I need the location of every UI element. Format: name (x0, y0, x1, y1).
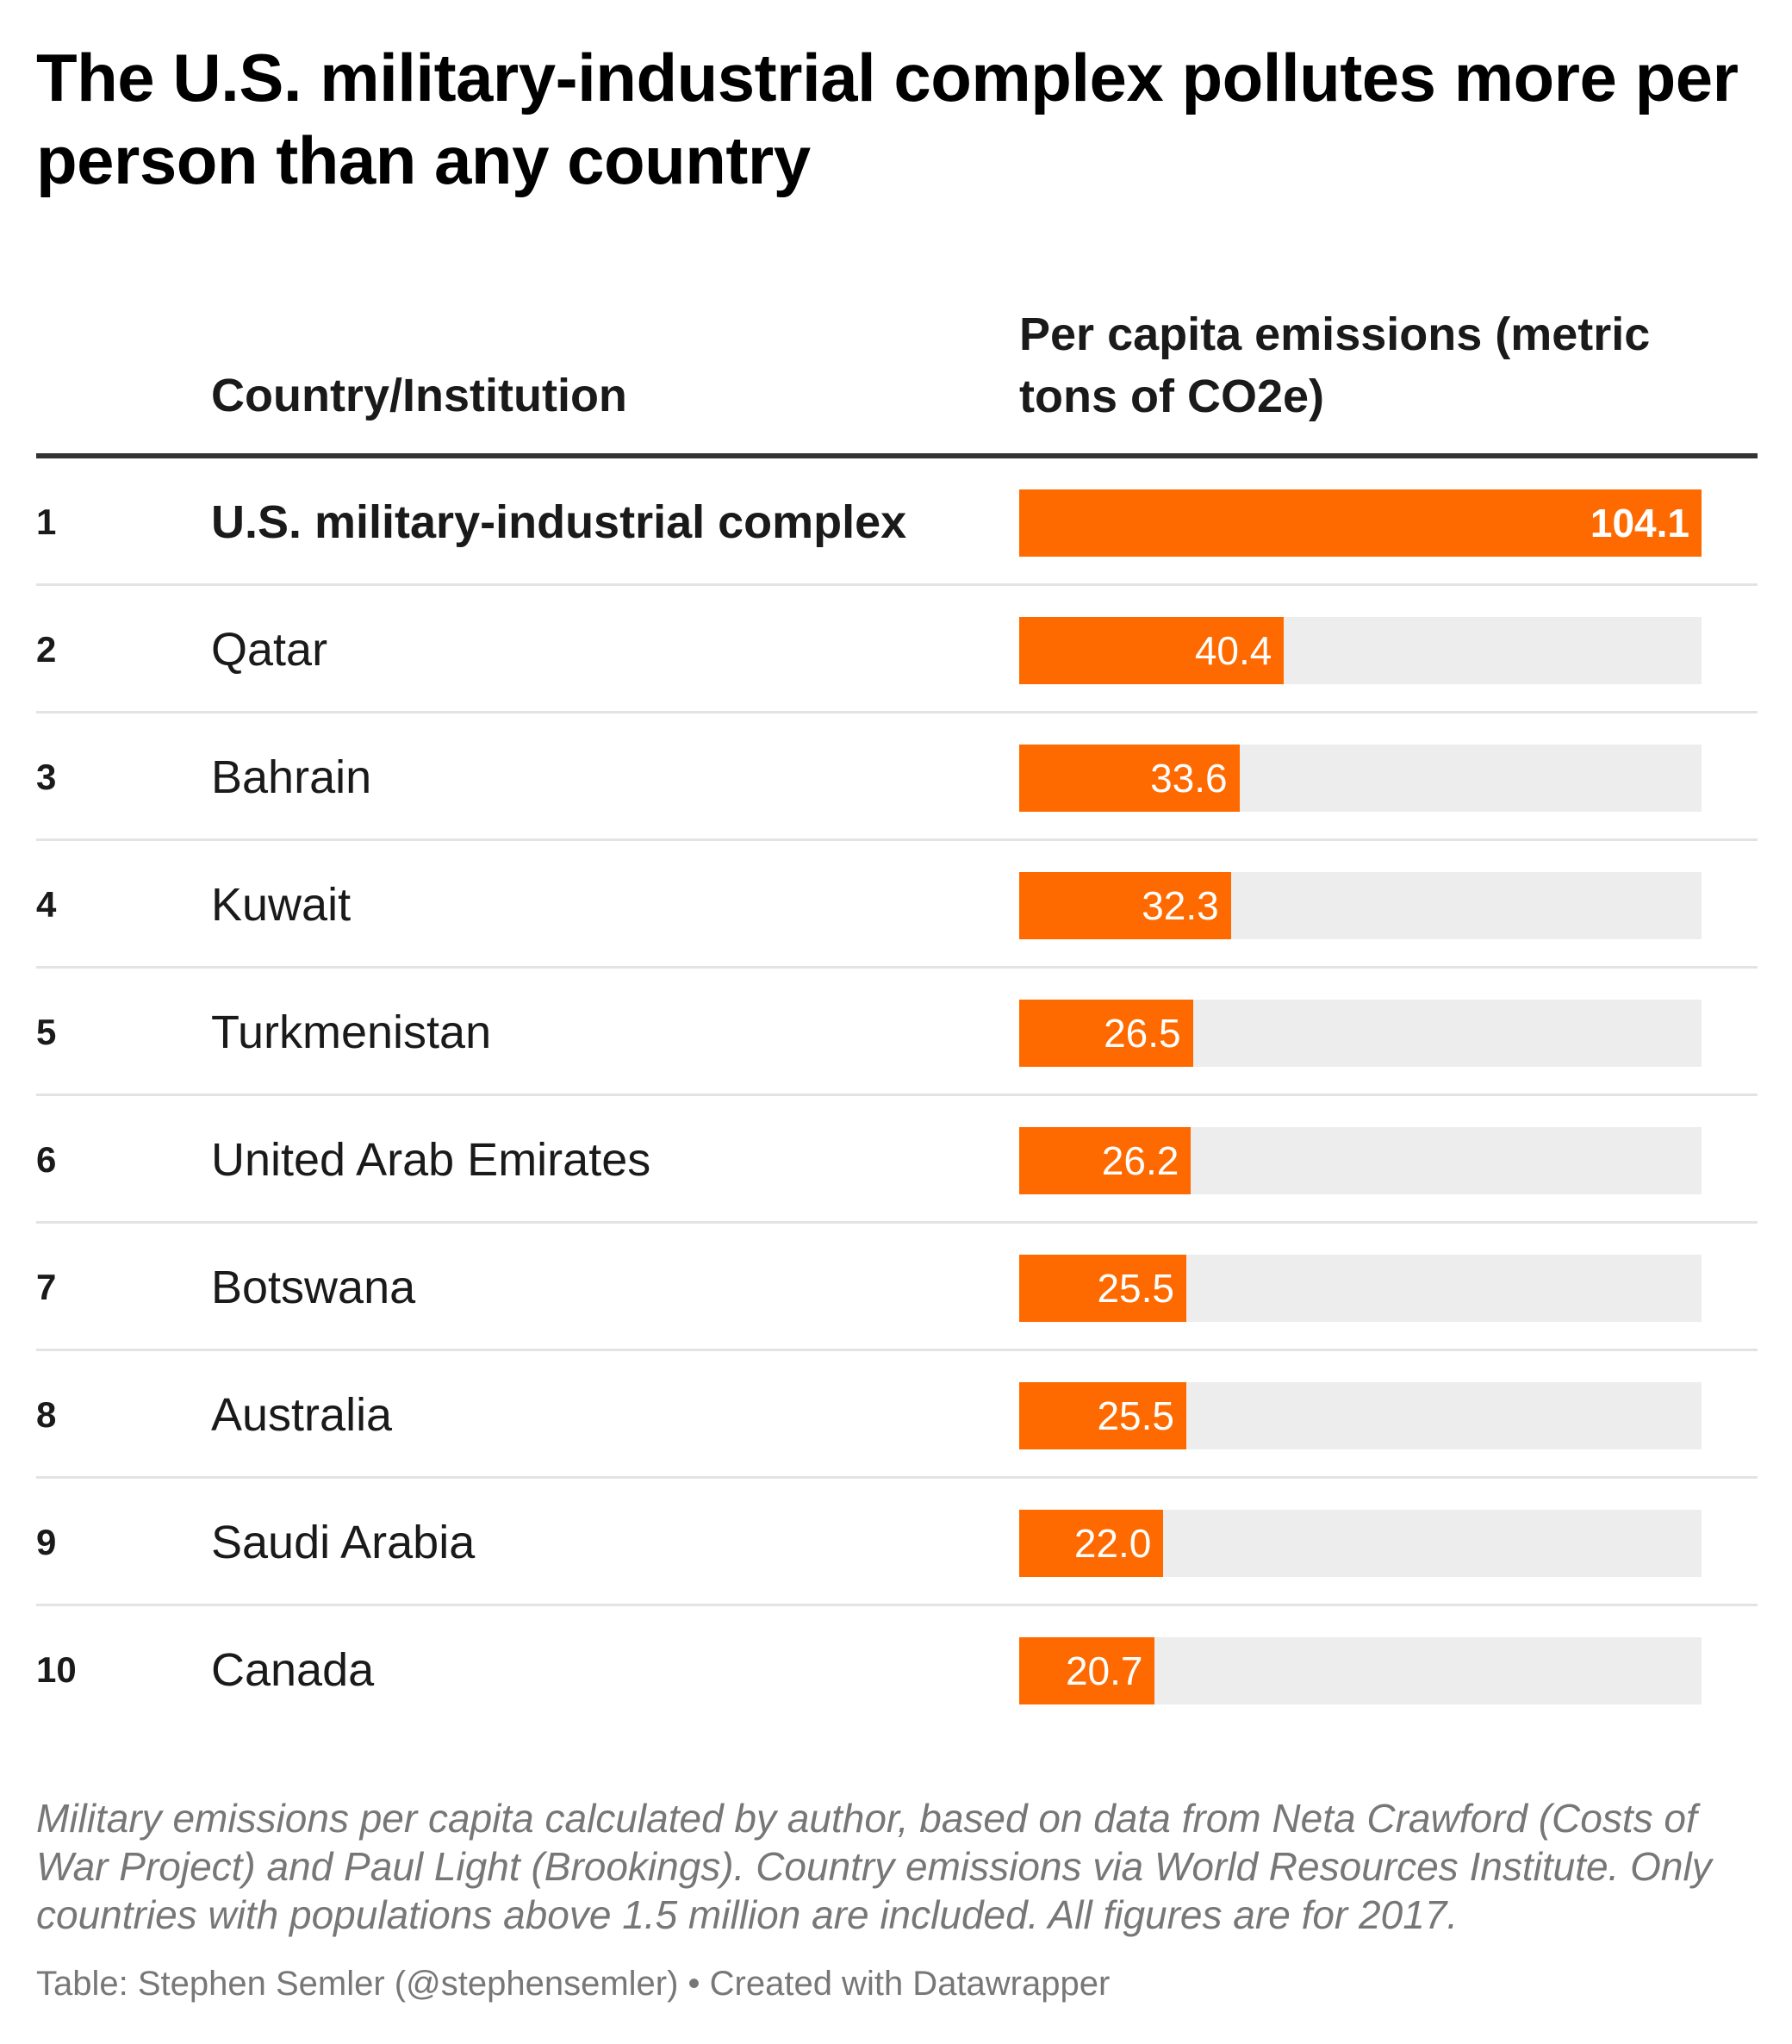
bar-value-label: 104.1 (1590, 501, 1689, 545)
table-row: 2 Qatar 40.4 (36, 586, 1758, 714)
column-header-country: Country/Institution (211, 370, 627, 421)
bar-track: 25.5 (1019, 1255, 1702, 1322)
emissions-bar: 40.4 (1019, 617, 1285, 684)
emissions-bar: 22.0 (1019, 1510, 1164, 1577)
row-rank: 9 (36, 1522, 57, 1562)
bar-track: 26.5 (1019, 1000, 1702, 1067)
row-rank: 3 (36, 757, 57, 797)
row-rank: 1 (36, 502, 57, 542)
emissions-bar: 104.1 (1019, 489, 1702, 557)
emissions-bar: 25.5 (1019, 1255, 1186, 1322)
emissions-bar: 33.6 (1019, 745, 1240, 812)
bar-track: 20.7 (1019, 1637, 1702, 1704)
row-rank: 6 (36, 1139, 57, 1180)
emissions-bar: 26.5 (1019, 1000, 1193, 1067)
row-country-name: Turkmenistan (211, 1006, 492, 1058)
row-country-name: Australia (211, 1389, 393, 1441)
row-country-name: Kuwait (211, 879, 352, 931)
table-header: Country/Institution Per capita emissions… (36, 293, 1758, 455)
bar-track: 33.6 (1019, 745, 1702, 812)
bar-value-label: 26.2 (1101, 1138, 1179, 1183)
bar-track: 22.0 (1019, 1510, 1702, 1577)
table-body: 1 U.S. military-industrial complex 104.1 2 Q… (36, 458, 1758, 1734)
row-country-name: Saudi Arabia (211, 1517, 476, 1568)
bar-value-label: 26.5 (1104, 1011, 1181, 1056)
bar-track: 32.3 (1019, 872, 1702, 939)
table-row: 7 Botswana 25.5 (36, 1224, 1758, 1351)
row-rank: 5 (36, 1012, 57, 1052)
table-row: 1 U.S. military-industrial complex 104.1 (36, 458, 1758, 586)
column-header-emissions: Per capita emissions (metric tons of CO2… (1019, 308, 1651, 422)
emissions-bar: 32.3 (1019, 872, 1231, 939)
row-country-name: United Arab Emirates (211, 1134, 651, 1186)
row-rank: 7 (36, 1267, 57, 1307)
row-rank: 8 (36, 1394, 57, 1435)
bar-value-label: 32.3 (1142, 883, 1219, 928)
row-country-name: Botswana (211, 1262, 416, 1313)
row-rank: 10 (36, 1649, 77, 1690)
bar-value-label: 25.5 (1097, 1393, 1174, 1438)
emissions-bar: 25.5 (1019, 1382, 1186, 1449)
bar-track: 26.2 (1019, 1127, 1702, 1194)
emissions-bar: 26.2 (1019, 1127, 1192, 1194)
table-row: 3 Bahrain 33.6 (36, 714, 1758, 841)
table-row: 6 United Arab Emirates 26.2 (36, 1096, 1758, 1224)
bar-value-label: 25.5 (1097, 1266, 1174, 1311)
row-rank: 2 (36, 629, 57, 670)
row-country-name: Qatar (211, 624, 328, 676)
row-country-name: U.S. military-industrial complex (211, 496, 907, 548)
chart-credit: Table: Stephen Semler (@stephensemler) •… (36, 1965, 1111, 2003)
bar-track: 40.4 (1019, 617, 1702, 684)
table-row: 5 Turkmenistan 26.5 (36, 969, 1758, 1096)
bar-track: 25.5 (1019, 1382, 1702, 1449)
table-row: 8 Australia 25.5 (36, 1351, 1758, 1479)
chart-page: The U.S. military-industrial complex pol… (36, 0, 1758, 2044)
header-divider (36, 453, 1758, 458)
bar-value-label: 40.4 (1194, 628, 1272, 673)
bar-value-label: 20.7 (1065, 1648, 1143, 1693)
bar-value-label: 33.6 (1150, 756, 1228, 801)
bar-value-label: 22.0 (1073, 1521, 1152, 1566)
chart-title: The U.S. military-industrial complex pol… (36, 40, 1739, 198)
row-rank: 4 (36, 884, 57, 925)
table-row: 10 Canada 20.7 (36, 1606, 1758, 1734)
row-country-name: Bahrain (211, 751, 372, 803)
table-row: 4 Kuwait 32.3 (36, 841, 1758, 969)
table-row: 9 Saudi Arabia 22.0 (36, 1479, 1758, 1606)
emissions-bar: 20.7 (1019, 1637, 1155, 1704)
row-country-name: Canada (211, 1644, 375, 1696)
bar-track: 104.1 (1019, 489, 1702, 557)
chart-notes: Military emissions per capita calculated… (36, 1796, 1712, 1937)
